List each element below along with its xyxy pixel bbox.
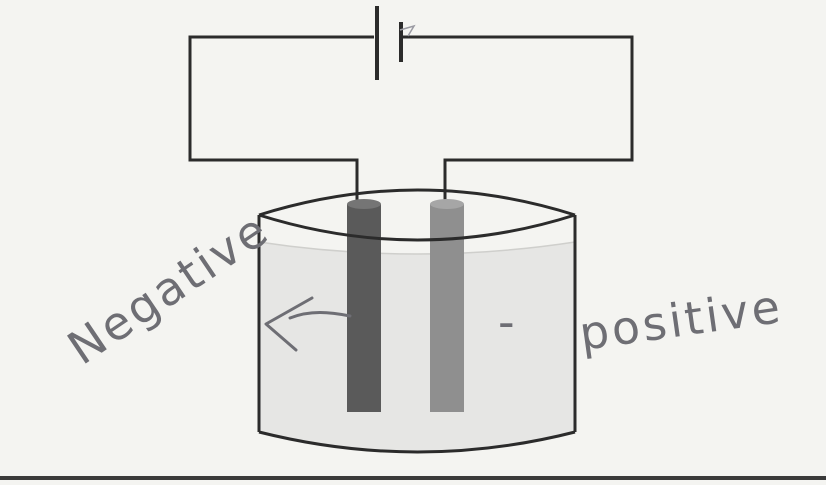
beaker-rim-back [258,188,576,217]
beaker-rim-front [258,213,576,242]
battery-symbol [375,6,416,80]
liquid-surface [258,241,576,255]
pencil-scribble [399,24,416,37]
negative-electrode [347,199,381,412]
beaker-bottom [258,430,576,454]
electrolyte-liquid [259,242,575,452]
handwritten-dash: - [498,295,518,349]
circuit-wire-right [402,35,634,200]
positive-electrode [430,199,464,412]
circuit-wire-left [188,35,374,200]
handwritten-arrow [264,296,352,352]
beaker [257,188,577,454]
